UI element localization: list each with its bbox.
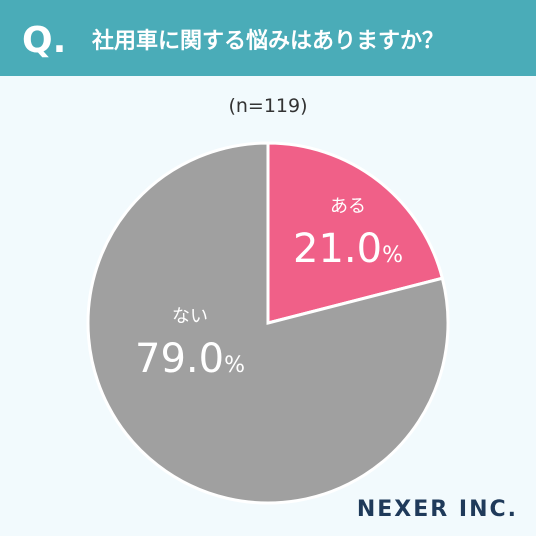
slice-name: ある — [330, 196, 366, 217]
slice-name: ない — [172, 306, 208, 327]
header-bar — [0, 0, 536, 76]
pie-slice — [266, 141, 445, 325]
slice-value: 21.0% — [293, 226, 403, 272]
subtitle: (n=119) — [228, 95, 307, 117]
slice-value: 79.0% — [135, 336, 245, 382]
pie: ある 21.0% ない 79.0% — [86, 141, 450, 505]
pie-slice — [86, 141, 450, 505]
q-mark: Q. — [22, 20, 66, 61]
logo: NEXER INC. — [357, 497, 518, 522]
title: 社用車に関する悩みはありますか？ — [92, 28, 444, 54]
